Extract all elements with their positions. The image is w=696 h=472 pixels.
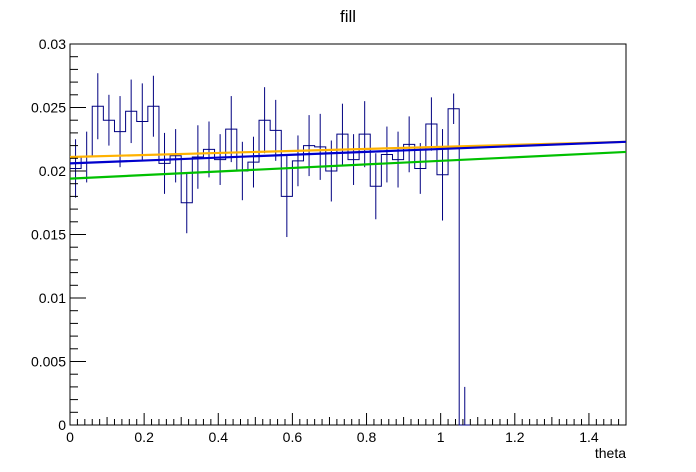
fit-lines [69, 140, 627, 180]
y-tick-label: 0.03 [39, 36, 66, 52]
x-tick-label: 0.6 [283, 429, 303, 445]
y-tick-label: 0.005 [31, 354, 66, 370]
y-tick-label: 0.02 [39, 163, 66, 179]
y-axis: 0 0.005 0.01 0.015 0.02 0.025 0.03 [31, 36, 86, 433]
x-tick-label: 0.8 [357, 429, 377, 445]
y-tick-label: 0 [58, 417, 66, 433]
x-tick-label: 0.2 [134, 429, 154, 445]
fit-line [69, 140, 627, 165]
x-tick-label: 1 [437, 429, 445, 445]
histogram-steps [70, 105, 471, 426]
x-axis-title: theta [595, 445, 626, 461]
y-tick-label: 0.01 [39, 290, 66, 306]
x-tick-label: 1.4 [579, 429, 599, 445]
x-tick-label: 0 [66, 429, 74, 445]
x-tick-label: 1.2 [505, 429, 525, 445]
chart-title: fill [340, 7, 356, 26]
x-tick-label: 0.4 [209, 429, 229, 445]
y-tick-label: 0.015 [31, 227, 66, 243]
histogram [70, 73, 471, 426]
x-axis: 0 0.2 0.4 0.6 0.8 1 1.2 1.4 [66, 413, 627, 445]
y-tick-label: 0.025 [31, 100, 66, 116]
fit-line [69, 150, 627, 180]
